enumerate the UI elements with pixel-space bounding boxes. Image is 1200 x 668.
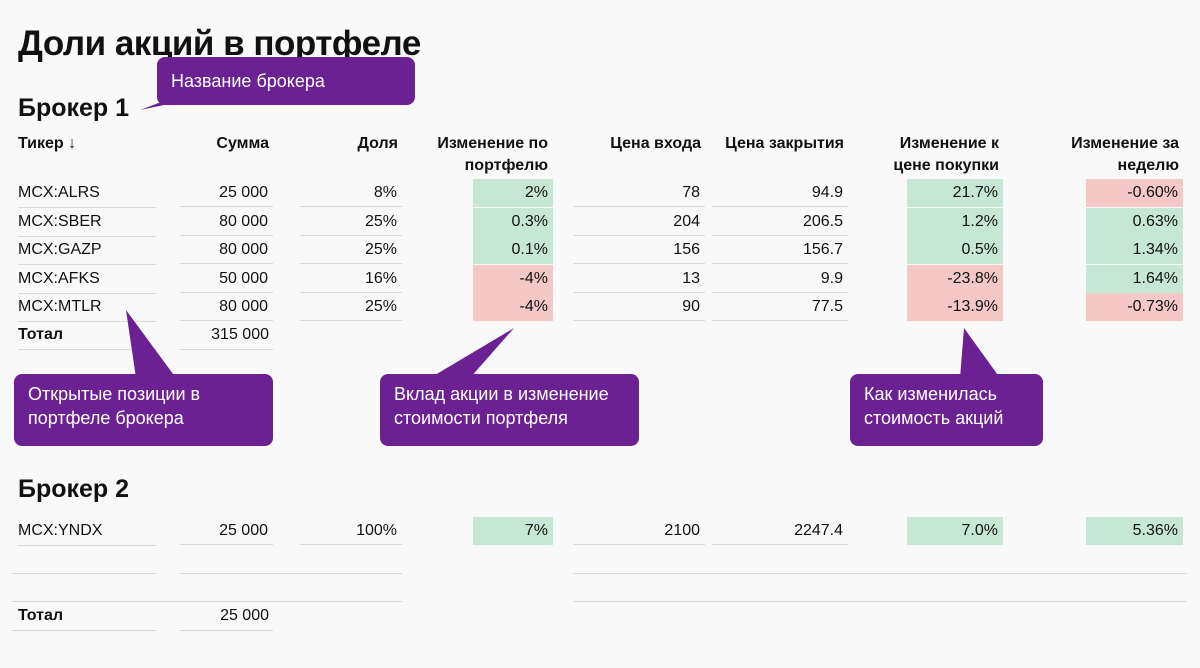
header-close-price: Цена закрытия (725, 135, 844, 152)
close-price-cell: 94.9 (712, 179, 848, 207)
broker-2-total-sum: 25 000 (220, 607, 269, 624)
callout-contribution: Вклад акции в изменение стоимости портфе… (380, 374, 639, 446)
weekly-change-cell: 1.64% (1086, 264, 1183, 293)
callout-open-positions: Открытые позиции в портфеле брокера (14, 374, 273, 446)
portfolio-change-cell: -4% (473, 293, 553, 321)
weekly-change-cell: 1.34% (1086, 236, 1183, 264)
change-vs-buy-cell: 7.0% (907, 517, 1003, 545)
share-cell: 25% (300, 293, 402, 321)
callout-open-positions-pointer (126, 310, 176, 378)
header-weekly-change: Изменение за неделю (1071, 135, 1179, 174)
entry-price-cell: 78 (573, 179, 705, 207)
weekly-change-cell: 0.63% (1086, 207, 1183, 236)
entry-price-cell: 90 (573, 293, 705, 321)
close-price-cell: 206.5 (712, 208, 848, 236)
header-sum: Сумма (216, 135, 269, 152)
page-title: Доли акций в портфеле (18, 24, 421, 63)
weekly-change-cell: 5.36% (1086, 517, 1183, 545)
broker-1-total-label: Тотал (18, 326, 64, 343)
callout-price-change: Как изменилась стоимость акций (850, 374, 1043, 446)
share-cell: 8% (300, 179, 402, 207)
ticker-cell: MCX:SBER (18, 208, 156, 237)
entry-price-cell: 156 (573, 236, 705, 264)
callout-price-change-pointer (960, 328, 1000, 378)
sum-cell: 25 000 (180, 517, 273, 545)
portfolio-change-cell: 0.1% (473, 236, 553, 264)
share-cell: 100% (300, 517, 402, 545)
weekly-change-cell: -0.60% (1086, 179, 1183, 207)
ticker-cell: MCX:MTLR (18, 293, 156, 322)
ticker-cell: MCX:YNDX (18, 517, 156, 546)
change-vs-buy-cell: 21.7% (907, 179, 1003, 207)
close-price-cell: 9.9 (712, 265, 848, 293)
ticker-cell: MCX:AFKS (18, 265, 156, 294)
callout-contribution-pointer (430, 328, 514, 378)
portfolio-change-cell: 7% (473, 517, 553, 545)
header-ticker[interactable]: Тикер ↓ (18, 135, 77, 152)
entry-price-cell: 13 (573, 265, 705, 293)
broker-2-name: Брокер 2 (18, 475, 130, 503)
close-price-cell: 2247.4 (712, 517, 848, 545)
change-vs-buy-cell: -23.8% (907, 264, 1003, 293)
portfolio-change-cell: 0.3% (473, 207, 553, 236)
portfolio-change-cell: -4% (473, 264, 553, 293)
sum-cell: 80 000 (180, 236, 273, 264)
sum-cell: 80 000 (180, 208, 273, 236)
entry-price-cell: 2100 (573, 517, 705, 545)
share-cell: 25% (300, 208, 402, 236)
header-change-vs-buy: Изменение к цене покупки (893, 135, 999, 174)
share-cell: 16% (300, 265, 402, 293)
weekly-change-cell: -0.73% (1086, 293, 1183, 321)
change-vs-buy-cell: -13.9% (907, 293, 1003, 321)
entry-price-cell: 204 (573, 208, 705, 236)
ticker-cell: MCX:GAZP (18, 236, 156, 265)
broker-1-name: Брокер 1 (18, 94, 130, 122)
broker-2-total-label: Тотал (18, 607, 64, 624)
change-vs-buy-cell: 0.5% (907, 236, 1003, 264)
header-entry-price: Цена входа (610, 135, 701, 152)
header-share: Доля (357, 135, 398, 152)
sum-cell: 50 000 (180, 265, 273, 293)
change-vs-buy-cell: 1.2% (907, 207, 1003, 236)
close-price-cell: 156.7 (712, 236, 848, 264)
broker-1-total-sum: 315 000 (211, 326, 269, 343)
header-portfolio-change: Изменение по портфелю (437, 135, 548, 174)
callout-broker-name: Название брокера (157, 57, 415, 105)
share-cell: 25% (300, 236, 402, 264)
sum-cell: 80 000 (180, 293, 273, 321)
ticker-cell: MCX:ALRS (18, 179, 156, 208)
close-price-cell: 77.5 (712, 293, 848, 321)
portfolio-change-cell: 2% (473, 179, 553, 207)
sum-cell: 25 000 (180, 179, 273, 207)
